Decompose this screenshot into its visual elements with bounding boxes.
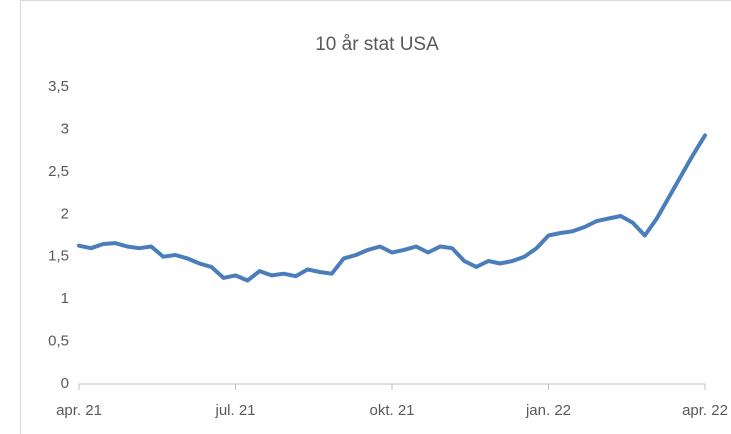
x-tick-label: apr. 21 [56,402,102,419]
y-tick-label: 2,5 [48,163,69,180]
y-tick-label: 2 [61,205,69,222]
x-tick-label: jan. 22 [525,402,571,419]
y-tick-label: 1,5 [48,248,69,265]
x-tick-label: jul. 21 [214,402,255,419]
y-tick-label: 0,5 [48,333,69,350]
chart-title: 10 år stat USA [315,34,439,55]
y-tick-label: 1 [61,290,69,307]
x-tick-label: okt. 21 [369,402,414,419]
x-tick-label: apr. 22 [682,402,728,419]
y-tick-label: 0 [61,375,69,392]
y-tick-label: 3 [61,120,69,137]
data-line [77,133,707,283]
y-tick-label: 3,5 [48,78,69,95]
